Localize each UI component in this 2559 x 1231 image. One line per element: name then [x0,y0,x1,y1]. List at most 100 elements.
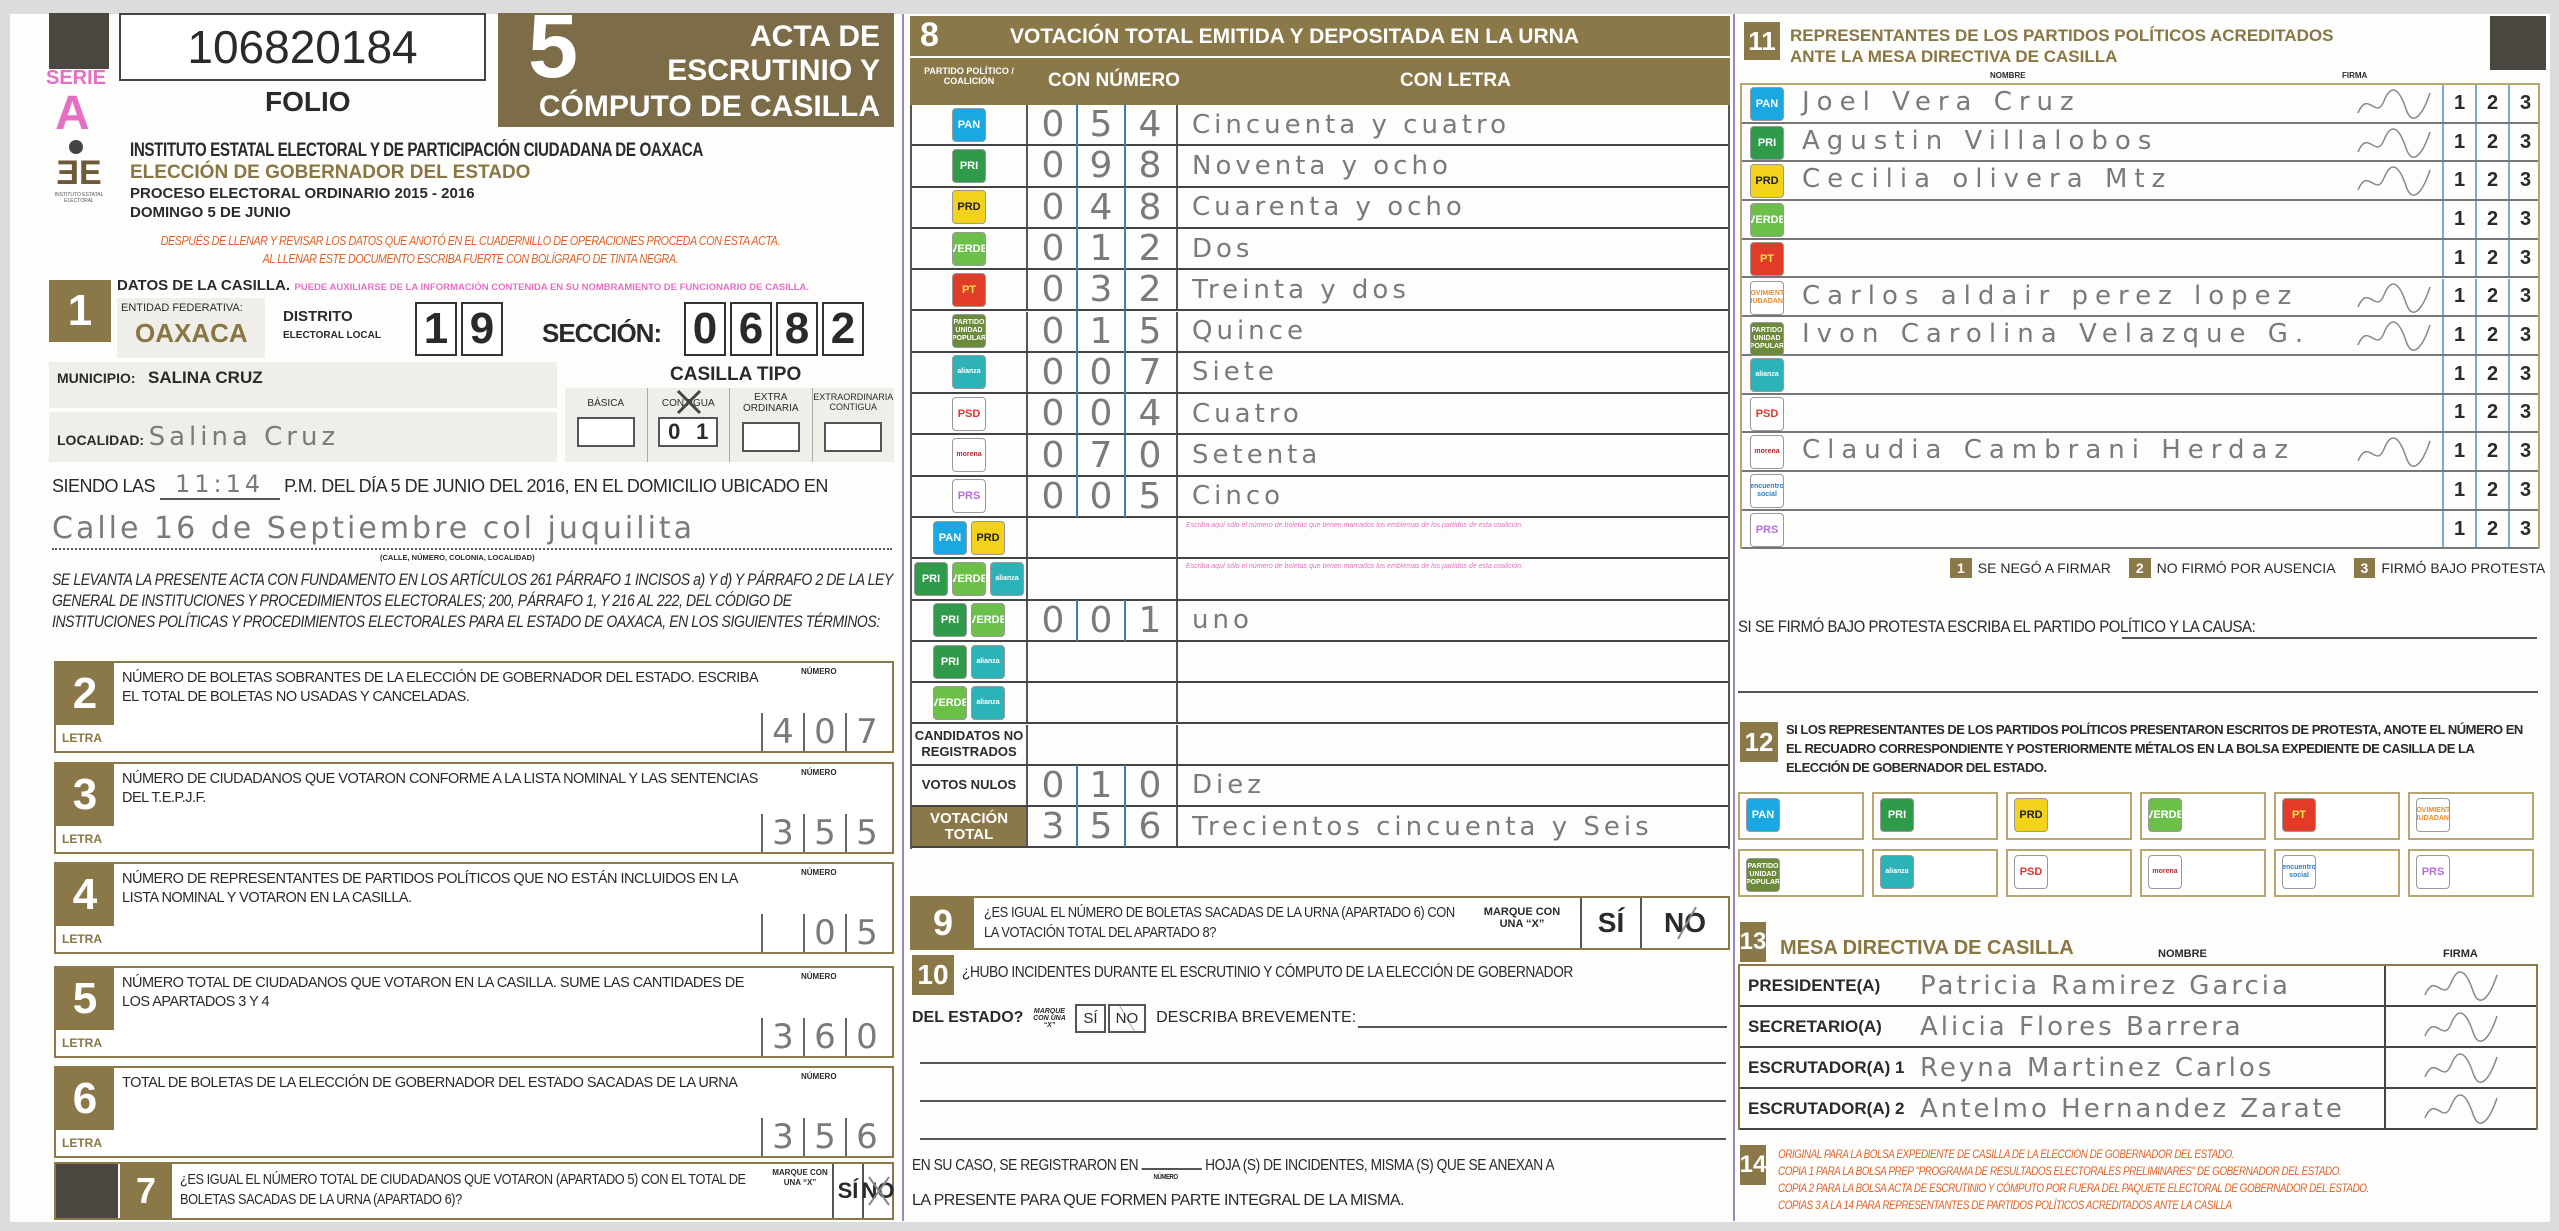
vote-digit[interactable]: 5 [1138,310,1162,352]
protest-input[interactable] [2122,637,2537,639]
vote-digit[interactable]: 1 [1078,310,1126,352]
incident-sheets-input[interactable]: NÚMERO [1141,1154,1202,1181]
con-letra-cell[interactable]: Cuarenta y ocho [1176,187,1728,227]
numero-digit[interactable]: 3 [761,1018,803,1056]
numero-digit[interactable]: 5 [845,914,887,952]
signature-option-1[interactable]: 1 [2442,278,2475,316]
numero-digit[interactable]: 0 [803,914,845,952]
signature-option-3[interactable]: 3 [2508,317,2541,354]
vote-letra[interactable]: Siete [1192,357,1278,388]
vote-digit[interactable]: 8 [1138,145,1162,187]
signature-option-3[interactable]: 3 [2508,162,2541,200]
tipo-basica[interactable]: BÁSICA [565,388,648,462]
section-9-no-option[interactable]: NO [1640,898,1728,948]
official-name[interactable]: Alicia Flores Barrera [1920,1011,2244,1042]
distrito-digit[interactable]: 9 [461,302,503,356]
siendo-time[interactable]: 11:14 [159,470,280,500]
numero-digit[interactable] [761,914,803,952]
con-letra-cell[interactable]: Escriba aquí sólo el número de boletas q… [1176,559,1728,599]
vote-digit[interactable]: 0 [1030,104,1078,146]
vote-digit[interactable]: 5 [1078,806,1126,848]
section-10-yes-option[interactable]: SÍ [1075,1003,1106,1033]
contigua-digit[interactable]: 0 [668,419,681,444]
vote-letra[interactable]: Trecientos cincuenta y Seis [1192,811,1653,842]
con-letra-cell[interactable]: Diez [1176,765,1728,806]
signature-option-1[interactable]: 1 [2442,394,2475,432]
signature-option-2[interactable]: 2 [2475,85,2508,122]
address-value[interactable]: Calle 16 de Septiembre col juquilita [52,510,892,550]
con-letra-cell[interactable]: Cinco [1176,476,1728,516]
con-letra-cell[interactable] [1176,724,1728,764]
con-letra-cell[interactable]: uno [1176,600,1728,640]
seccion-digit[interactable]: 0 [684,302,726,356]
vote-digit[interactable]: 0 [1030,351,1078,393]
vote-letra[interactable]: Setenta [1192,440,1322,471]
representative-name[interactable]: Ivon Carolina Velazque G. [1802,319,2311,350]
contigua-digit[interactable]: 1 [696,419,709,444]
section-9-yes-option[interactable]: SÍ [1580,898,1640,948]
official-name[interactable]: Reyna Martinez Carlos [1920,1052,2275,1083]
signature-option-1[interactable]: 1 [2442,201,2475,238]
protest-count-box[interactable]: PT [2274,792,2400,840]
numero-digit[interactable]: 5 [845,814,887,852]
signature-option-2[interactable]: 2 [2475,510,2508,548]
con-numero-cell[interactable] [1026,724,1176,764]
signature-option-3[interactable]: 3 [2508,394,2541,432]
vote-digit[interactable]: 1 [1078,764,1126,806]
numero-digit[interactable]: 3 [761,1118,803,1156]
con-letra-cell[interactable] [1176,641,1728,682]
vote-digit[interactable]: 0 [1030,310,1078,352]
numero-digit[interactable]: 0 [803,713,845,751]
vote-letra[interactable]: Cuarenta y ocho [1192,192,1466,223]
vote-digit[interactable]: 0 [1030,599,1078,641]
numero-digit[interactable]: 6 [803,1018,845,1056]
section-7-no-option[interactable]: NO [862,1164,895,1218]
describe-line[interactable] [920,1138,1726,1140]
protest-count-box[interactable]: PARTIDO UNIDAD POPULAR [1738,849,1864,897]
con-numero-cell[interactable] [1026,683,1176,723]
signature-option-1[interactable]: 1 [2442,433,2475,470]
vote-digit[interactable]: 0 [1078,351,1126,393]
signature-option-3[interactable]: 3 [2508,278,2541,316]
signature-option-2[interactable]: 2 [2475,433,2508,470]
vote-letra[interactable]: Cuatro [1192,398,1303,429]
signature-option-1[interactable]: 1 [2442,123,2475,161]
vote-digit[interactable]: 1 [1138,599,1162,641]
vote-digit[interactable]: 0 [1030,228,1078,270]
vote-letra[interactable]: Dos [1192,233,1254,264]
signature-option-2[interactable]: 2 [2475,201,2508,238]
vote-letra[interactable]: Diez [1192,770,1265,801]
signature-option-2[interactable]: 2 [2475,123,2508,161]
con-letra-cell[interactable]: Setenta [1176,435,1728,475]
section-10-no-option[interactable]: NO [1107,1003,1147,1033]
signature-option-1[interactable]: 1 [2442,317,2475,354]
protest-count-box[interactable]: PAN [1738,792,1864,840]
tipo-extraordinaria[interactable]: EXTRA ORDINARIA [730,388,813,462]
signature-option-2[interactable]: 2 [2475,355,2508,393]
vote-digit[interactable]: 0 [1078,475,1126,517]
signature-option-3[interactable]: 3 [2508,201,2541,238]
con-letra-cell[interactable]: Trecientos cincuenta y Seis [1176,807,1728,847]
vote-digit[interactable]: 9 [1078,145,1126,187]
con-letra-cell[interactable] [1176,683,1728,723]
vote-digit[interactable]: 3 [1030,806,1078,848]
numero-digit[interactable]: 3 [761,814,803,852]
numero-digit[interactable]: 0 [845,1018,887,1056]
numero-digit[interactable]: 5 [803,1118,845,1156]
describe-line[interactable] [920,1100,1726,1102]
vote-digit[interactable]: 0 [1030,764,1078,806]
describe-input[interactable] [1358,1008,1727,1028]
signature-option-1[interactable]: 1 [2442,162,2475,200]
